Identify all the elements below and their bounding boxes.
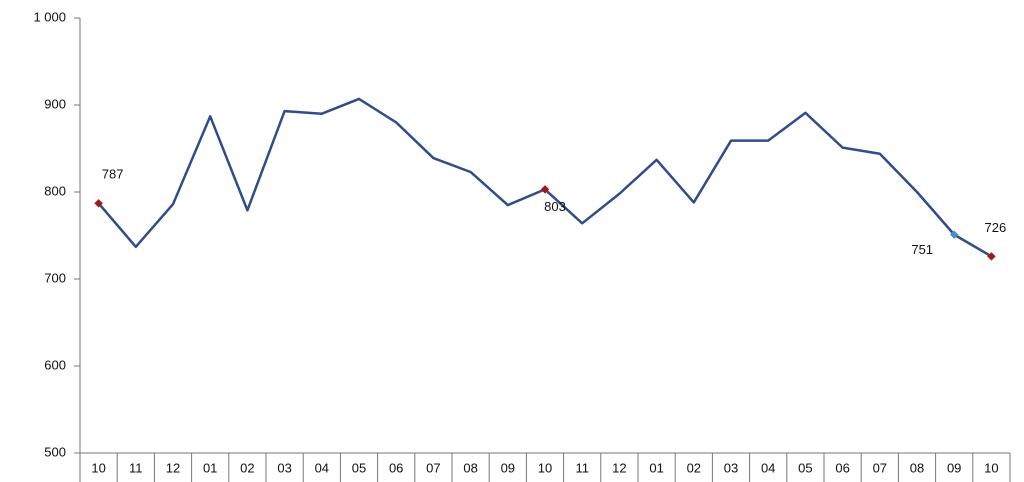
- x-tick-label: 04: [761, 460, 775, 475]
- x-tick-label: 01: [203, 460, 217, 475]
- data-label: 803: [544, 199, 566, 214]
- x-tick-label: 01: [649, 460, 663, 475]
- data-label: 787: [102, 167, 124, 182]
- x-tick-label: 10: [984, 460, 998, 475]
- x-tick-label: 06: [389, 460, 403, 475]
- x-tick-label: 04: [315, 460, 329, 475]
- x-tick-label: 09: [501, 460, 515, 475]
- x-tick-label: 05: [352, 460, 366, 475]
- y-tick-label: 900: [44, 96, 66, 111]
- y-tick-label: 500: [44, 444, 66, 459]
- x-tick-label: 09: [947, 460, 961, 475]
- x-tick-label: 03: [277, 460, 291, 475]
- x-tick-label: 02: [240, 460, 254, 475]
- x-tick-label: 12: [166, 460, 180, 475]
- x-tick-label: 11: [129, 460, 143, 475]
- point-marker: [94, 199, 103, 208]
- y-tick-label: 600: [44, 357, 66, 372]
- y-tick-label: 1 000: [33, 9, 66, 24]
- x-tick-label: 08: [463, 460, 477, 475]
- x-tick-label: 07: [426, 460, 440, 475]
- x-tick-label: 06: [835, 460, 849, 475]
- data-label: 726: [985, 220, 1007, 235]
- x-tick-label: 11: [575, 460, 589, 475]
- y-tick-label: 800: [44, 183, 66, 198]
- x-tick-label: 10: [538, 460, 552, 475]
- x-tick-label: 03: [724, 460, 738, 475]
- x-tick-label: 07: [873, 460, 887, 475]
- x-tick-label: 08: [910, 460, 924, 475]
- x-tick-label: 12: [612, 460, 626, 475]
- line-series: [97, 97, 993, 258]
- data-label: 751: [911, 242, 933, 257]
- x-tick-label: 05: [798, 460, 812, 475]
- x-tick-label: 02: [687, 460, 701, 475]
- y-tick-label: 700: [44, 270, 66, 285]
- x-tick-label: 10: [91, 460, 105, 475]
